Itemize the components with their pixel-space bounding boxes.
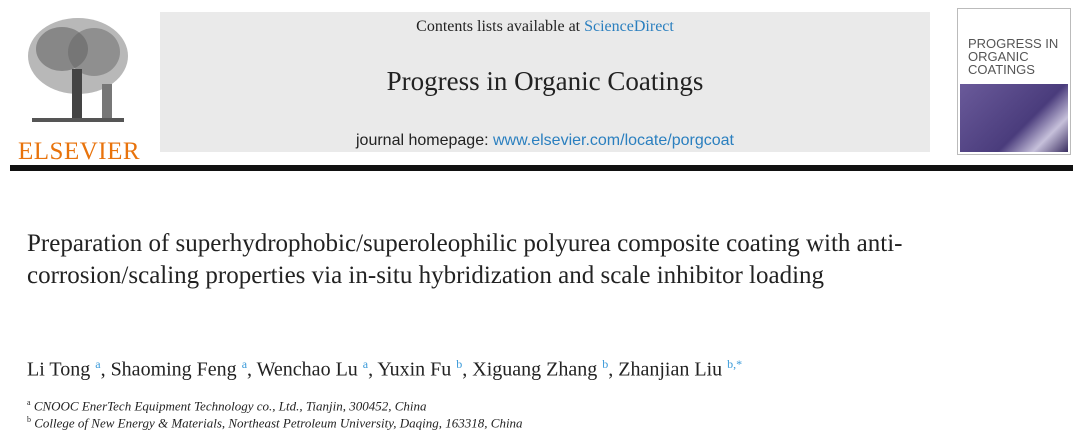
homepage-line: journal homepage: www.elsevier.com/locat… xyxy=(160,132,930,150)
author-list: Li Tong a, Shaoming Feng a, Wenchao Lu a… xyxy=(27,357,743,381)
elsevier-logo: ELSEVIER xyxy=(8,14,140,165)
affiliation-text: CNOOC EnerTech Equipment Technology co.,… xyxy=(33,398,427,414)
author-affiliation-mark[interactable]: a xyxy=(95,357,101,371)
author[interactable]: Zhanjian Liu xyxy=(618,358,723,381)
journal-cover: PROGRESS IN ORGANIC COATINGS xyxy=(957,8,1071,155)
affiliation-text: College of New Energy & Materials, North… xyxy=(34,415,523,431)
author-affiliation-mark[interactable]: b,* xyxy=(727,357,743,371)
homepage-text: journal homepage: xyxy=(356,132,493,149)
journal-title: Progress in Organic Coatings xyxy=(386,66,704,96)
tree-icon xyxy=(28,18,128,122)
cover-title: PROGRESS IN ORGANIC COATINGS xyxy=(968,36,1059,77)
author[interactable]: Li Tong xyxy=(27,358,91,381)
contents-text: Contents lists available at xyxy=(416,18,585,35)
publisher-name: ELSEVIER xyxy=(18,138,141,165)
author-affiliation-mark[interactable]: b xyxy=(602,357,609,371)
header-rule xyxy=(10,165,1073,171)
author[interactable]: Yuxin Fu xyxy=(377,358,452,381)
homepage-link[interactable]: www.elsevier.com/locate/porgcoat xyxy=(492,132,734,149)
author-affiliation-mark[interactable]: a xyxy=(241,357,248,371)
contents-line: Contents lists available at ScienceDirec… xyxy=(160,18,930,36)
affiliation-label: b xyxy=(27,415,31,424)
affiliation-label: a xyxy=(27,398,31,407)
author[interactable]: Wenchao Lu xyxy=(256,358,358,381)
affiliation-a: a CNOOC EnerTech Equipment Technology co… xyxy=(27,398,426,414)
author-affiliation-mark[interactable]: b xyxy=(456,357,463,371)
affiliation-b: b College of New Energy & Materials, Nor… xyxy=(27,415,523,431)
author[interactable]: Xiguang Zhang xyxy=(472,358,598,381)
journal-banner: Contents lists available at ScienceDirec… xyxy=(160,12,930,152)
sciencedirect-link[interactable]: ScienceDirect xyxy=(584,18,674,35)
author[interactable]: Shaoming Feng xyxy=(110,358,237,381)
author-affiliation-mark[interactable]: a xyxy=(362,357,369,371)
article-title: Preparation of superhydrophobic/superole… xyxy=(27,230,903,289)
cover-image xyxy=(960,84,1068,152)
